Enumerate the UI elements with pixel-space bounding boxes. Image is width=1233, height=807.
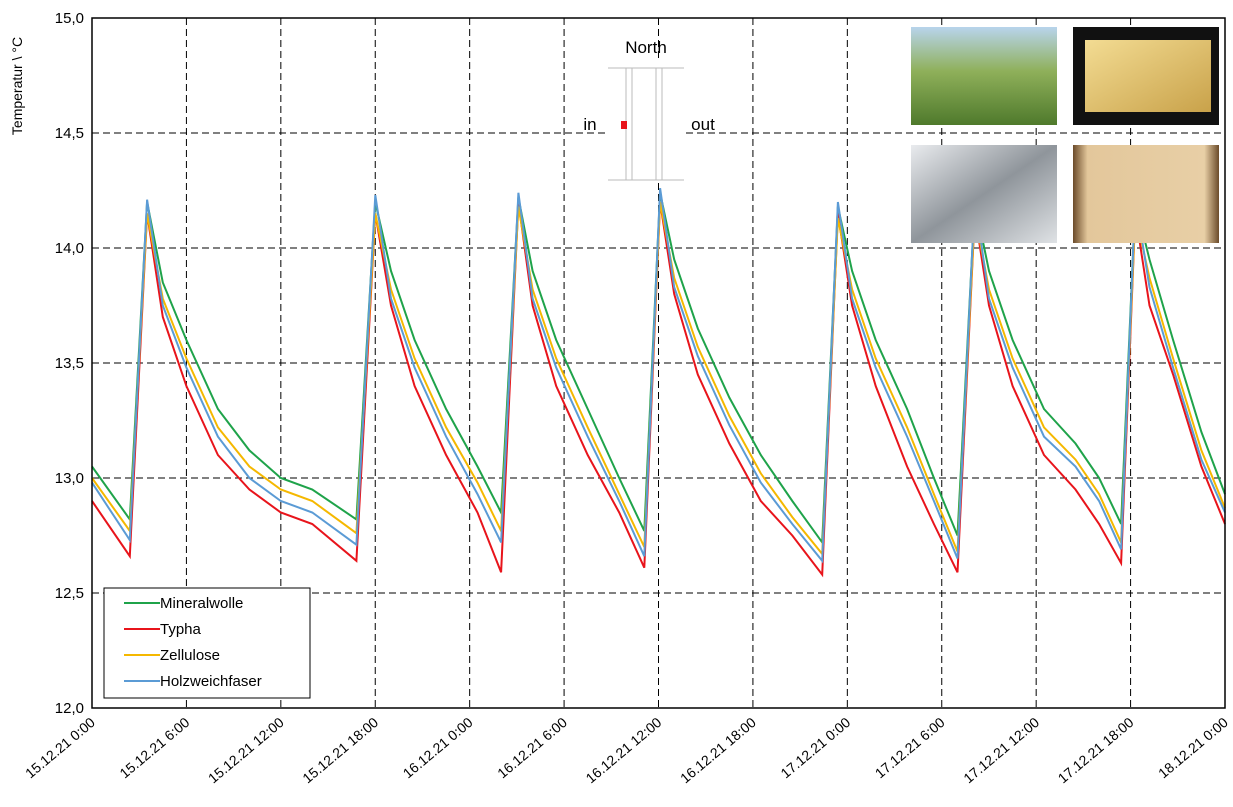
- y-tick-label: 13,5: [55, 355, 84, 372]
- x-tick-label: 17.12.21 0:00: [777, 714, 853, 781]
- x-tick-label: 16.12.21 0:00: [400, 714, 476, 781]
- inset-wall: [655, 67, 663, 181]
- x-tick-label: 17.12.21 12:00: [960, 714, 1042, 786]
- y-tick-label: 12,0: [55, 700, 84, 717]
- y-axis-label: Temperatur \ °C: [9, 37, 25, 135]
- inset-sensor: [621, 121, 627, 129]
- plot-frame: [91, 17, 1226, 709]
- y-tick-label: 13,0: [55, 470, 84, 487]
- x-tick-label: 16.12.21 12:00: [583, 714, 665, 786]
- legend: Mineralwolle Typha Zellulose Holzweichfaser: [103, 587, 311, 699]
- legend-label: Zellulose: [160, 647, 220, 664]
- x-tick-label: 16.12.21 18:00: [677, 714, 759, 786]
- photos: [911, 27, 1219, 243]
- x-tick-label: 15.12.21 0:00: [22, 714, 98, 781]
- x-tick-label: 17.12.21 6:00: [872, 714, 948, 781]
- x-tick-label: 15.12.21 12:00: [205, 714, 287, 786]
- legend-label: Typha: [160, 621, 202, 638]
- y-tick-label: 14,0: [55, 240, 84, 257]
- x-tick-label: 15.12.21 18:00: [299, 714, 381, 786]
- y-tick-label: 15,0: [55, 10, 84, 27]
- y-tick-label: 14,5: [55, 125, 84, 142]
- inset-out: out: [691, 115, 715, 134]
- legend-label: Holzweichfaser: [160, 673, 262, 690]
- photo: [1073, 145, 1219, 243]
- photo: [911, 145, 1057, 243]
- series-line: [91, 201, 1226, 578]
- series-line: [91, 188, 1226, 564]
- lines: [91, 188, 1226, 578]
- legend-label: Mineralwolle: [160, 595, 243, 612]
- y-tick-label: 12,5: [55, 585, 84, 602]
- x-tick-label: 17.12.21 18:00: [1055, 714, 1137, 786]
- inset-diagram: North in out: [583, 38, 715, 182]
- x-tick-label: 15.12.21 6:00: [116, 714, 192, 781]
- inset-in: in: [583, 115, 596, 134]
- photo-detail: [1085, 40, 1211, 112]
- series-line: [91, 201, 1226, 557]
- inset-bg: [608, 60, 684, 182]
- x-tick-label: 16.12.21 6:00: [494, 714, 570, 781]
- inset-north: North: [625, 38, 667, 57]
- photo: [911, 27, 1057, 125]
- legend-box: [103, 587, 311, 699]
- x-tick-label: 18.12.21 0:00: [1155, 714, 1231, 781]
- series-line: [91, 192, 1226, 546]
